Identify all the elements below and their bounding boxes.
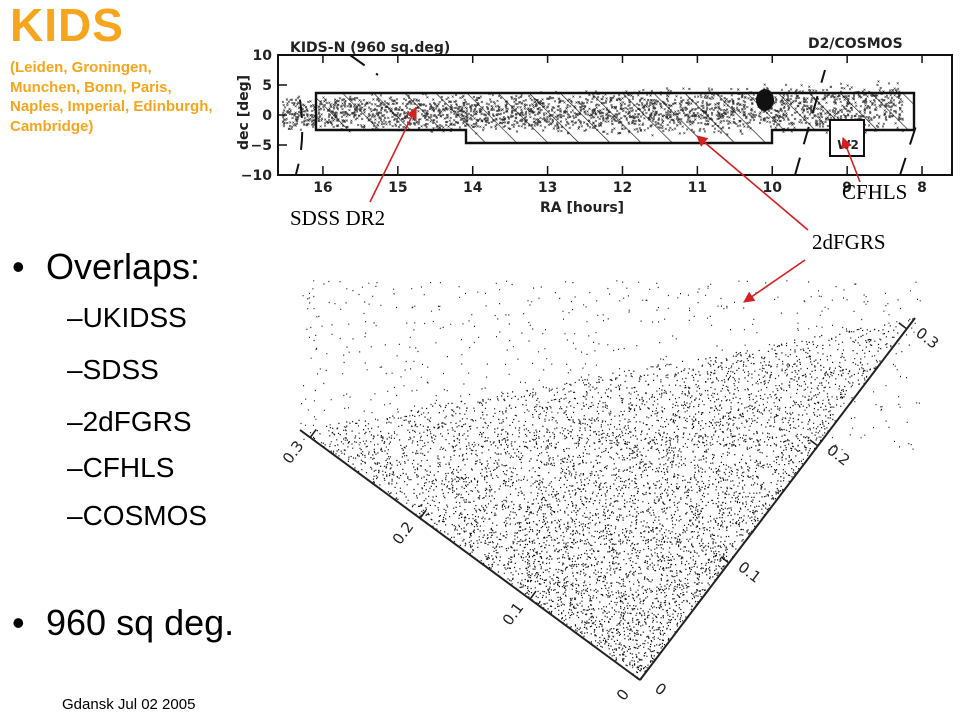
- cone-tick: [419, 509, 427, 519]
- map-y-axis-label: dec [deg]: [236, 75, 252, 150]
- map-x-axis: 16 15 14 13 12 11 10 9 8: [313, 55, 927, 196]
- cone-left-edge: [299, 429, 641, 681]
- map-x-tick-label: 16: [313, 180, 332, 196]
- bullet-dot-icon: •: [12, 246, 25, 287]
- survey-map-chart: W2 KIDS-N (960 sq.deg) D2/COSMOS 16 15 14 1…: [236, 36, 953, 216]
- cone-galaxy-scatter: [300, 280, 921, 678]
- cone-right-edge: [639, 317, 916, 681]
- map-x-tick-label: 11: [688, 180, 707, 196]
- 2dfgrs-arrow-bottom: [743, 259, 806, 303]
- map-y-axis: 10 5 0 −5 −10: [241, 48, 287, 184]
- bullet-area: • 960 sq deg.: [12, 602, 234, 644]
- sub-bullet-text: COSMOS: [82, 500, 208, 531]
- redshift-cone-plot: 00.10.20.300.10.20.3: [238, 270, 958, 708]
- 2dfgrs-annotation: 2dFGRS: [812, 230, 886, 254]
- map-x-tick-label: 12: [613, 180, 632, 196]
- 2dfgrs-arrow-top: [696, 135, 809, 231]
- map-dashed-boundary: [349, 54, 379, 76]
- bullet-text: 960 sq deg.: [46, 602, 235, 643]
- cone-tick: [809, 439, 819, 447]
- cfhls-arrow: [841, 136, 861, 183]
- cone-tick: [529, 590, 537, 600]
- sdss-arrow: [369, 106, 417, 203]
- annotation-arrows: [369, 106, 861, 303]
- sub-bullet-3: –2dFGRS: [67, 406, 192, 437]
- map-x-tick-label: 15: [388, 180, 407, 196]
- map-x-axis-label: RA [hours]: [540, 200, 624, 216]
- cone-tick: [309, 428, 317, 438]
- cosmos-label: D2/COSMOS: [808, 36, 903, 52]
- map-x-tick-label: 9: [842, 180, 852, 196]
- map-x-tick-label: 14: [463, 180, 483, 196]
- map-y-tick-label: 0: [262, 108, 272, 124]
- map-x-tick-label: 10: [763, 180, 783, 196]
- sub-bullet-1: –UKIDSS: [67, 302, 187, 333]
- map-y-tick-label: 10: [253, 48, 273, 64]
- map-dashed-boundary: [295, 99, 304, 175]
- cfhls-annotation: CFHLS: [842, 180, 908, 204]
- cone-tick: [631, 673, 641, 681]
- map-x-tick-label: 8: [917, 180, 927, 196]
- sub-bullet-text: SDSS: [82, 354, 159, 385]
- slide-title: KIDS: [10, 0, 124, 51]
- cosmos-field-marker: [756, 89, 774, 111]
- sub-bullet-5: –COSMOS: [67, 500, 208, 531]
- map-y-tick-label: −5: [251, 138, 272, 154]
- map-y-tick-label: −10: [241, 168, 272, 184]
- cone-tick: [720, 556, 730, 564]
- map-y-tick-label: 5: [262, 78, 272, 94]
- sub-bullet-text: CFHLS: [82, 452, 175, 483]
- bullet-overlaps: • Overlaps:: [12, 246, 200, 288]
- bullet-text: Overlaps:: [46, 246, 201, 287]
- bullet-dot-icon: •: [12, 602, 25, 643]
- cone-tick: [639, 671, 647, 681]
- sdss-dr2-annotation: SDSS DR2: [290, 206, 386, 230]
- cone-tick: [898, 322, 908, 330]
- cone-background: [238, 270, 958, 708]
- map-x-tick-label: 13: [538, 180, 557, 196]
- sub-bullet-2: –SDSS: [67, 354, 159, 385]
- cone-scatter-marks: [300, 280, 921, 678]
- map-label: KIDS-N (960 sq.deg): [290, 40, 450, 56]
- slide-subtitle: (Leiden, Groningen, Munchen, Bonn, Paris…: [10, 59, 213, 135]
- sub-bullet-4: –CFHLS: [67, 452, 175, 483]
- sub-bullet-text: 2dFGRS: [82, 406, 192, 437]
- slide-footer: Gdansk Jul 02 2005: [62, 696, 196, 713]
- sub-bullet-text: UKIDSS: [82, 302, 187, 333]
